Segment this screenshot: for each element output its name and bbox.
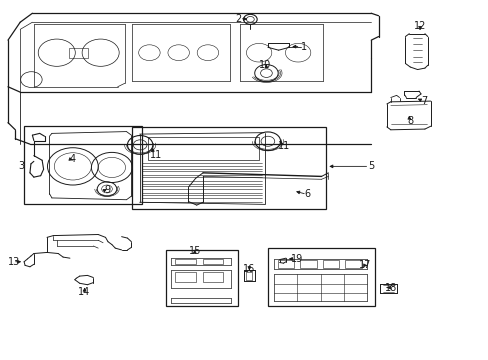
- Bar: [175, 272, 195, 282]
- Text: 11: 11: [149, 150, 162, 160]
- Bar: [202, 272, 223, 282]
- Text: 11: 11: [278, 140, 290, 150]
- Text: 15: 15: [188, 246, 201, 256]
- Text: 19: 19: [290, 254, 303, 264]
- Text: 8: 8: [407, 116, 412, 126]
- Bar: [322, 260, 338, 267]
- Text: 14: 14: [78, 287, 90, 297]
- Bar: [24, 126, 142, 204]
- Bar: [165, 249, 237, 306]
- Text: 4: 4: [70, 154, 76, 164]
- Text: 6: 6: [304, 189, 310, 199]
- Bar: [267, 248, 374, 306]
- Bar: [69, 48, 88, 58]
- Bar: [277, 260, 294, 267]
- Text: 1: 1: [300, 42, 306, 51]
- Text: 3: 3: [18, 161, 24, 171]
- Text: 16: 16: [243, 264, 255, 274]
- Text: 9: 9: [104, 185, 110, 195]
- Bar: [175, 259, 195, 264]
- Text: 12: 12: [413, 21, 426, 31]
- Bar: [300, 260, 316, 267]
- Text: 13: 13: [8, 257, 20, 267]
- Bar: [132, 127, 326, 209]
- Text: 2: 2: [235, 14, 241, 24]
- Text: 18: 18: [384, 283, 396, 293]
- Text: 17: 17: [359, 260, 371, 270]
- Text: 5: 5: [367, 161, 374, 171]
- Text: 7: 7: [420, 96, 426, 106]
- Bar: [202, 259, 223, 264]
- Bar: [148, 137, 259, 160]
- Text: 10: 10: [258, 60, 270, 70]
- Bar: [344, 260, 361, 267]
